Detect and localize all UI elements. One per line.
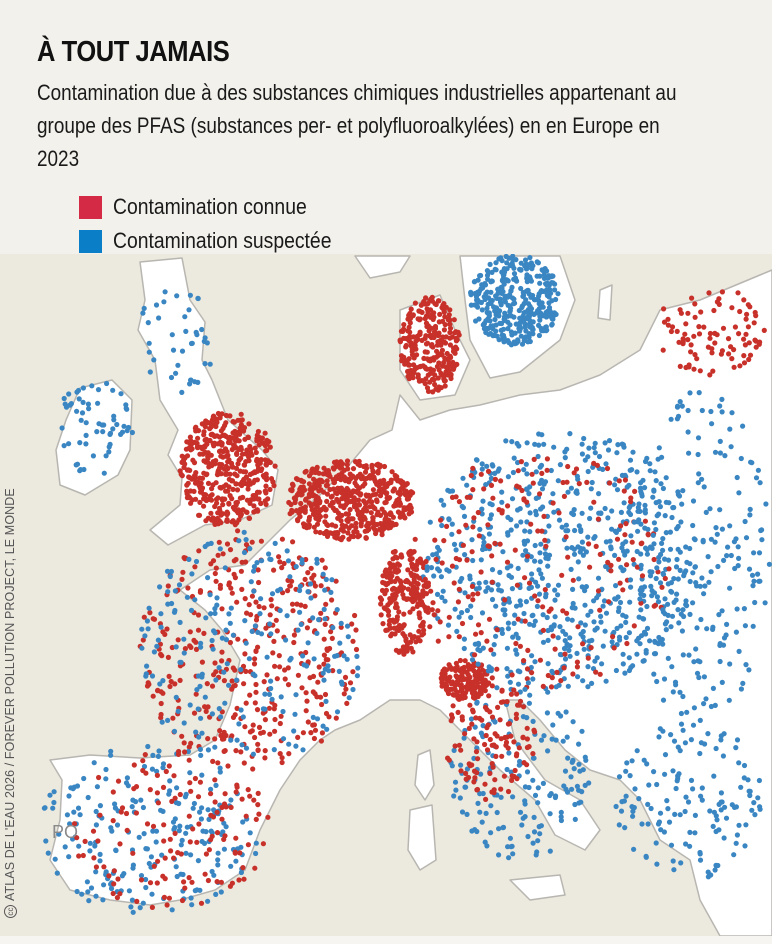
legend: Contamination connue Contamination suspe… (79, 190, 361, 258)
creative-commons-icon: cc (4, 905, 18, 918)
credit-text: ATLAS DE L'EAU 2026 / FOREVER POLLUTION … (3, 488, 17, 901)
red-square-icon (79, 195, 102, 219)
ireland-shape (55, 379, 133, 496)
header: À TOUT JAMAIS Contamination due à des su… (0, 0, 772, 254)
credit-line: cc ATLAS DE L'EAU 2026 / FOREVER POLLUTIO… (3, 488, 18, 918)
norway-shape (354, 255, 411, 279)
legend-item-suspected: Contamination suspectée (79, 224, 361, 258)
page-title: À TOUT JAMAIS (37, 36, 230, 68)
map-svg (41, 254, 772, 936)
legend-label: Contamination suspectée (113, 228, 332, 253)
page-subtitle: Contamination due à des substances chimi… (37, 80, 677, 171)
map-country-label: PO (52, 822, 79, 842)
sardinia-shape (407, 804, 437, 871)
legend-label: Contamination connue (113, 194, 307, 219)
contamination-dots (41, 254, 772, 915)
blue-square-icon (79, 229, 102, 253)
corsica-shape (414, 749, 435, 801)
legend-item-known: Contamination connue (79, 190, 361, 224)
europe-pfas-map (0, 254, 772, 936)
gotland-shape (597, 284, 613, 321)
bottom-strip (0, 936, 772, 944)
sicily-shape (509, 874, 566, 901)
